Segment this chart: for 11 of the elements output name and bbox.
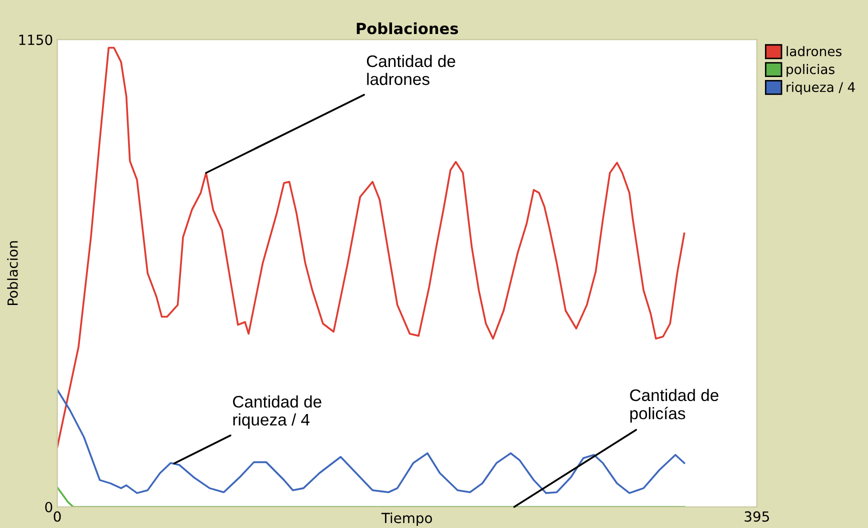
x-axis-title: Tiempo	[381, 512, 432, 526]
legend-label: policias	[786, 64, 834, 77]
x-tick-label: 395	[744, 511, 769, 522]
chart-title: Poblaciones	[356, 22, 458, 34]
annotation: Cantidad de ladrones	[366, 54, 456, 86]
annotation: Cantidad de riqueza / 4	[233, 395, 322, 429]
legend-label: ladrones	[786, 46, 842, 56]
annotation: Cantidad de policías	[630, 388, 718, 423]
y-axis-title: Poblacion	[7, 241, 18, 306]
y-tick-label: 1150	[19, 34, 52, 46]
legend-label: riqueza / 4	[786, 82, 855, 95]
